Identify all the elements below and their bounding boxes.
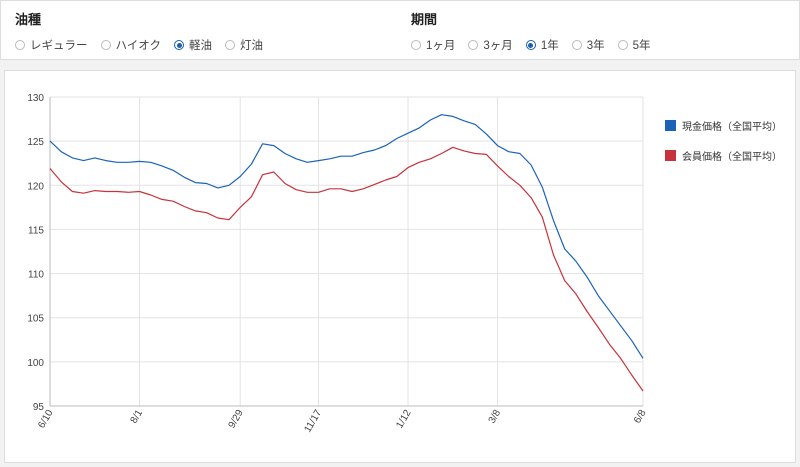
x-tick-label: 9/29 [227,408,246,431]
fuel-option-label: ハイオク [115,40,162,52]
legend-label-member: 会員価格（全国平均） [682,152,782,163]
period-title: 期間 [411,12,438,27]
y-tick-label: 110 [28,270,44,281]
period-option-label: 3年 [586,40,605,52]
x-tick-label: 8/1 [129,408,146,426]
legend-item-cash[interactable]: 現金価格（全国平均） [665,118,782,133]
period-option[interactable]: 3年 [571,37,605,53]
series-line-cash [49,114,644,359]
y-tick-label: 120 [27,181,44,192]
y-tick-label: 115 [28,225,44,236]
period-radio[interactable] [468,40,479,50]
period-option-label: 5年 [632,40,651,52]
x-tick-label: 6/8 [632,408,649,426]
fuel-option[interactable]: レギュラー [15,37,88,53]
y-tick-label: 95 [33,402,45,413]
fuel-option[interactable]: 軽油 [174,37,212,53]
fuel-option-label: レギュラー [30,40,88,52]
fuel-option-label: 軽油 [189,40,213,52]
chart-panel: 95 100 105 110 115 120 125 130 6/10 8/1 9/29 11/17 1… [4,70,796,463]
legend-swatch-member [665,150,676,161]
fuel-radio[interactable] [174,40,185,50]
period-options: 1ヶ月 3ヶ月 1年 3年 5年 [411,37,651,53]
period-radio[interactable] [411,40,421,50]
fuel-type-title: 油種 [15,12,42,27]
fuel-radio[interactable] [15,40,25,50]
period-radio[interactable] [571,40,582,50]
period-option-label: 1ヶ月 [426,40,456,52]
y-tick-label: 105 [27,314,44,325]
y-tick-label: 130 [27,93,44,104]
period-option[interactable]: 1年 [525,37,559,53]
legend-label-cash: 現金価格（全国平均） [682,122,782,133]
y-tick-label: 125 [27,137,44,148]
period-option[interactable]: 1ヶ月 [411,37,455,53]
period-radio[interactable] [617,40,628,50]
x-tick-label: 11/17 [302,408,324,435]
x-tick-label: 3/8 [487,408,504,426]
legend-item-member[interactable]: 会員価格（全国平均） [665,148,782,163]
period-option-label: 3ヶ月 [483,40,513,52]
fuel-option[interactable]: ハイオク [100,37,162,53]
fuel-type-group: 油種 レギュラー ハイオク 軽油 灯油 [15,9,263,53]
y-tick-label: 100 [27,358,44,369]
period-group: 期間 1ヶ月 3ヶ月 1年 3年 5年 [411,9,651,53]
fuel-radio[interactable] [100,40,111,50]
period-radio[interactable] [525,40,536,50]
fuel-option[interactable]: 灯油 [225,37,263,53]
legend-swatch-cash [665,120,676,131]
period-option[interactable]: 3ヶ月 [468,37,513,53]
x-tick-label: 1/12 [394,408,413,431]
fuel-type-options: レギュラー ハイオク 軽油 灯油 [15,37,263,53]
fuel-radio[interactable] [225,40,236,50]
period-option[interactable]: 5年 [617,37,651,53]
series-line-member [49,146,644,392]
fuel-option-label: 灯油 [240,40,264,52]
period-option-label: 1年 [540,40,559,52]
filter-panel: 油種 レギュラー ハイオク 軽油 灯油 期間 1ヶ月 3ヶ月 1年 3年 5年 [0,0,800,60]
